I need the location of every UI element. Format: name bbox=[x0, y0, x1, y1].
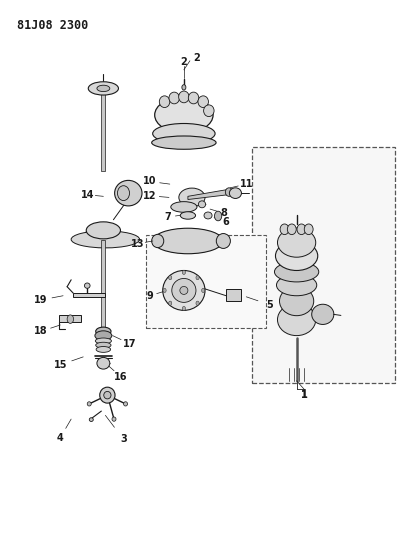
Ellipse shape bbox=[169, 92, 179, 104]
Ellipse shape bbox=[95, 338, 112, 344]
Text: 8: 8 bbox=[221, 208, 227, 219]
Ellipse shape bbox=[274, 262, 319, 282]
Circle shape bbox=[168, 276, 172, 280]
Ellipse shape bbox=[96, 342, 111, 348]
Ellipse shape bbox=[100, 387, 115, 403]
Circle shape bbox=[163, 288, 166, 293]
Ellipse shape bbox=[172, 278, 196, 302]
Circle shape bbox=[196, 301, 199, 305]
Text: 18: 18 bbox=[34, 326, 48, 336]
Text: 15: 15 bbox=[54, 360, 67, 370]
Ellipse shape bbox=[276, 241, 318, 270]
Ellipse shape bbox=[198, 201, 206, 208]
Ellipse shape bbox=[179, 91, 189, 103]
Ellipse shape bbox=[153, 124, 215, 144]
Ellipse shape bbox=[96, 346, 111, 352]
Polygon shape bbox=[73, 293, 105, 297]
Ellipse shape bbox=[297, 224, 306, 235]
Ellipse shape bbox=[118, 185, 130, 200]
Text: 9: 9 bbox=[146, 290, 153, 301]
Text: 13: 13 bbox=[131, 239, 144, 248]
Ellipse shape bbox=[155, 97, 213, 133]
Ellipse shape bbox=[304, 224, 313, 235]
Ellipse shape bbox=[287, 224, 296, 235]
Ellipse shape bbox=[124, 402, 128, 406]
Ellipse shape bbox=[153, 228, 223, 254]
Ellipse shape bbox=[152, 235, 164, 248]
Ellipse shape bbox=[216, 233, 230, 248]
Text: 1: 1 bbox=[301, 390, 308, 400]
Text: 81J08 2300: 81J08 2300 bbox=[17, 19, 88, 33]
Circle shape bbox=[196, 276, 199, 280]
Bar bbox=[252, 147, 395, 383]
Ellipse shape bbox=[104, 391, 111, 399]
Bar bbox=[101, 240, 105, 330]
Text: 14: 14 bbox=[80, 190, 94, 200]
Text: 6: 6 bbox=[223, 217, 229, 228]
Ellipse shape bbox=[163, 270, 205, 310]
Bar bbox=[101, 88, 105, 171]
Ellipse shape bbox=[84, 283, 90, 288]
Ellipse shape bbox=[83, 227, 124, 247]
Polygon shape bbox=[59, 316, 81, 322]
Ellipse shape bbox=[280, 224, 289, 235]
Ellipse shape bbox=[280, 286, 314, 316]
Circle shape bbox=[202, 288, 205, 293]
Text: 12: 12 bbox=[143, 191, 156, 201]
Circle shape bbox=[182, 270, 185, 274]
Ellipse shape bbox=[97, 358, 110, 369]
Text: 4: 4 bbox=[57, 433, 64, 443]
Ellipse shape bbox=[229, 188, 242, 198]
Ellipse shape bbox=[88, 82, 118, 95]
Ellipse shape bbox=[180, 286, 188, 294]
Text: 7: 7 bbox=[164, 212, 171, 222]
Bar bbox=[145, 235, 266, 328]
Text: 11: 11 bbox=[240, 179, 253, 189]
Polygon shape bbox=[188, 189, 228, 199]
Ellipse shape bbox=[188, 92, 199, 104]
Ellipse shape bbox=[180, 212, 196, 219]
Text: 2: 2 bbox=[181, 57, 187, 67]
Circle shape bbox=[168, 301, 172, 305]
Text: 10: 10 bbox=[143, 176, 156, 187]
Ellipse shape bbox=[95, 331, 112, 341]
Bar bbox=[226, 289, 242, 301]
Ellipse shape bbox=[152, 136, 216, 149]
Circle shape bbox=[67, 315, 74, 324]
Text: 19: 19 bbox=[34, 295, 48, 305]
Text: 1: 1 bbox=[301, 390, 308, 400]
Ellipse shape bbox=[204, 105, 214, 117]
Ellipse shape bbox=[97, 85, 110, 92]
Ellipse shape bbox=[312, 304, 334, 325]
Ellipse shape bbox=[71, 231, 140, 248]
Ellipse shape bbox=[115, 180, 142, 206]
Ellipse shape bbox=[225, 188, 233, 196]
Ellipse shape bbox=[87, 402, 91, 406]
Ellipse shape bbox=[96, 327, 111, 336]
Text: 2: 2 bbox=[194, 53, 200, 62]
Text: 3: 3 bbox=[120, 434, 127, 445]
Ellipse shape bbox=[171, 201, 197, 212]
Ellipse shape bbox=[204, 212, 212, 219]
Text: 16: 16 bbox=[114, 372, 127, 382]
Ellipse shape bbox=[179, 188, 205, 207]
Text: 5: 5 bbox=[266, 300, 273, 310]
Ellipse shape bbox=[89, 418, 93, 422]
Ellipse shape bbox=[278, 228, 316, 257]
Ellipse shape bbox=[159, 96, 170, 108]
Ellipse shape bbox=[112, 417, 116, 421]
Text: 17: 17 bbox=[123, 338, 136, 349]
Circle shape bbox=[215, 211, 222, 221]
Ellipse shape bbox=[278, 304, 316, 336]
Ellipse shape bbox=[198, 96, 208, 108]
Ellipse shape bbox=[182, 85, 186, 90]
Circle shape bbox=[182, 306, 185, 311]
Ellipse shape bbox=[276, 274, 317, 296]
Ellipse shape bbox=[86, 222, 120, 239]
